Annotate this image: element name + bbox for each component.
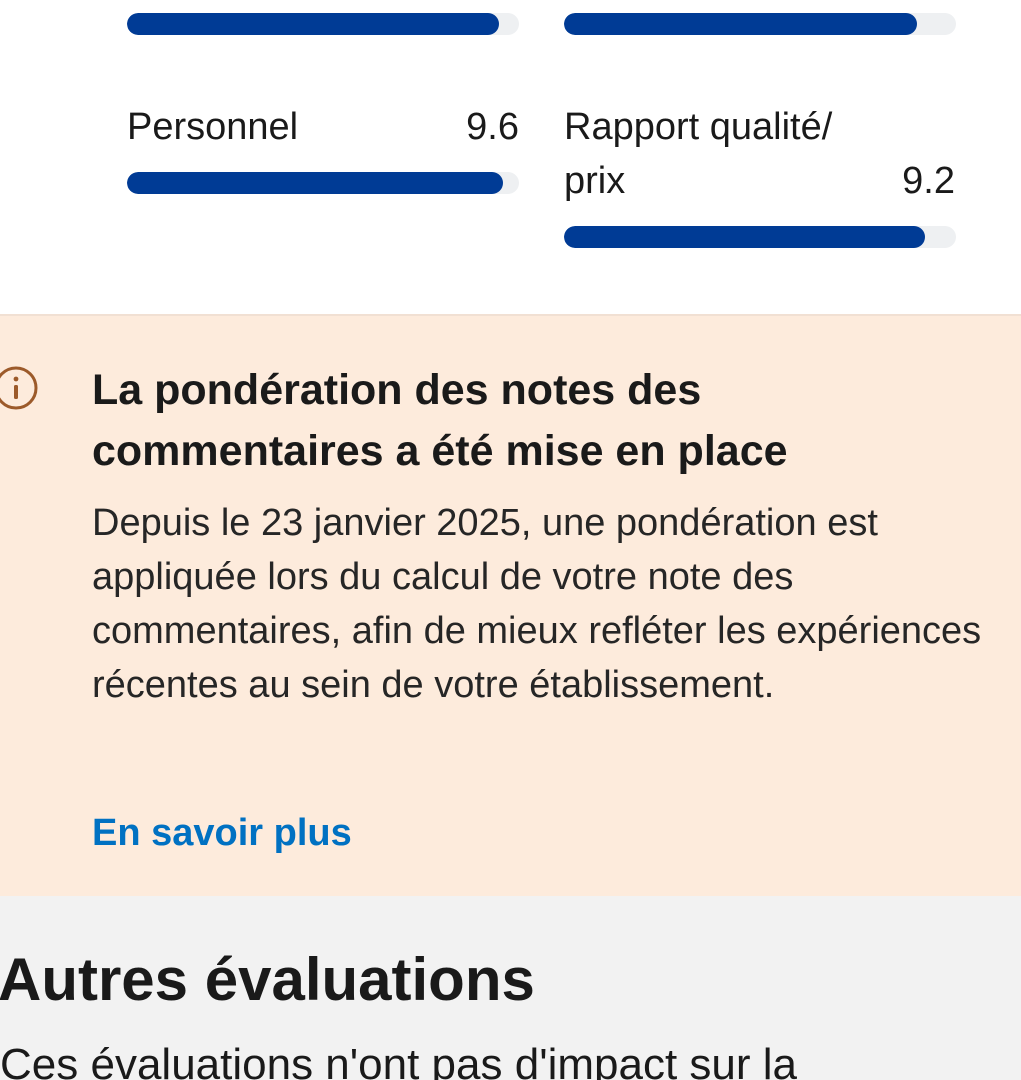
learn-more-link[interactable]: En savoir plus [92, 812, 352, 854]
section-title: Autres évaluations [0, 946, 535, 1013]
score-bar-top-left [127, 13, 519, 35]
score-bar-fill [127, 13, 500, 35]
score-label-personnel: Personnel [127, 106, 299, 148]
score-bar-fill [564, 226, 925, 248]
info-icon [0, 366, 38, 410]
score-value-rapport: 9.2 [902, 160, 955, 202]
score-bar-top-right [564, 13, 956, 35]
section-description: Ces évaluations n'ont pas d'impact sur l… [0, 1040, 798, 1080]
weighting-notice-banner: La pondération des notes des commentaire… [0, 314, 1021, 896]
notice-body: Depuis le 23 janvier 2025, une pondérati… [92, 502, 982, 706]
other-evaluations-section: Autres évaluations Ces évaluations n'ont… [0, 896, 1021, 1080]
score-bar-fill [127, 172, 504, 194]
score-value-personnel: 9.6 [466, 106, 519, 148]
score-label-rapport-line2: prix [564, 160, 626, 202]
notice-title: La pondération des notes des commentaire… [92, 366, 788, 475]
score-bar-personnel [127, 172, 519, 194]
score-bar-fill [564, 13, 917, 35]
category-scores: Personnel 9.6 Rapport qualité/ prix 9.2 [0, 0, 1021, 314]
score-bar-rapport [564, 226, 956, 248]
score-label-rapport-line1: Rapport qualité/ [564, 106, 833, 148]
